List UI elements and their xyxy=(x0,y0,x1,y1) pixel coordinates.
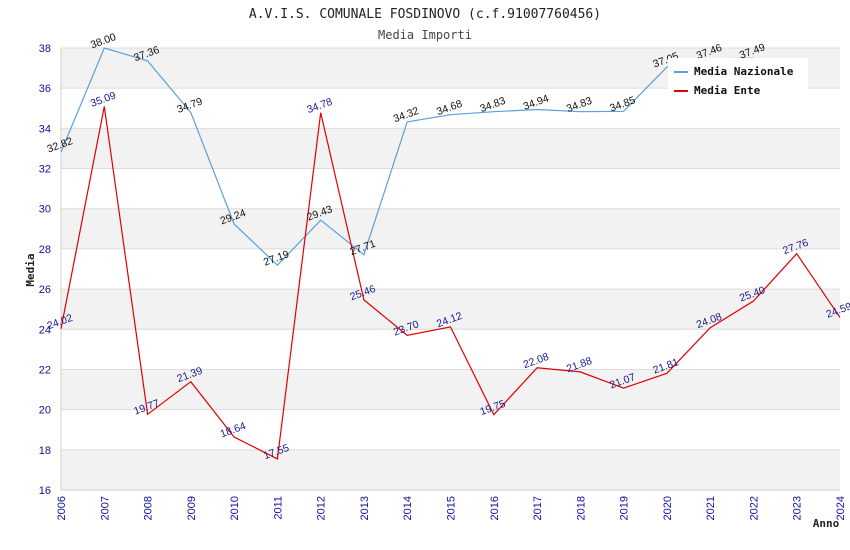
grid-band xyxy=(61,289,840,330)
x-tick-label: 2013 xyxy=(359,496,371,520)
series-line-media-nazionale xyxy=(60,47,754,267)
data-label: 35.09 xyxy=(89,89,118,109)
y-tick-label: 24 xyxy=(39,324,51,336)
grid-band xyxy=(61,449,840,490)
legend-label-media-ente: Media Ente xyxy=(694,84,761,97)
grid-band xyxy=(61,128,840,169)
y-tick-label: 28 xyxy=(39,244,51,256)
x-tick-labels: 2006 2007 2008 2009 2010 2011 2012 2013 2014 2015… xyxy=(56,496,847,520)
x-tick-label: 2024 xyxy=(835,496,847,520)
series-lines xyxy=(60,47,841,460)
x-tick-label: 2023 xyxy=(792,496,804,520)
x-tick-label: 2014 xyxy=(402,496,414,520)
axes xyxy=(60,48,840,491)
y-tick-label: 38 xyxy=(39,43,51,55)
grid-band xyxy=(61,208,840,249)
legend: Media Nazionale Media Ente xyxy=(668,58,808,102)
legend-background xyxy=(668,58,808,102)
grid-band xyxy=(61,369,840,410)
y-tick-label: 26 xyxy=(39,284,51,296)
x-tick-label: 2019 xyxy=(619,496,631,520)
y-tick-label: 22 xyxy=(39,364,51,376)
x-tick-label: 2007 xyxy=(99,496,111,520)
x-tick-label: 2006 xyxy=(56,496,68,520)
y-axis-label: Media xyxy=(24,253,37,286)
y-tick-label: 32 xyxy=(39,164,51,176)
x-tick-label: 2011 xyxy=(272,496,284,520)
data-label: 27.19 xyxy=(262,248,291,268)
y-tick-label: 20 xyxy=(39,405,51,417)
x-tick-label: 2020 xyxy=(662,496,674,520)
y-tick-label: 18 xyxy=(39,445,51,457)
y-tick-label: 34 xyxy=(39,123,51,135)
x-tick-label: 2017 xyxy=(532,496,544,520)
x-tick-label: 2010 xyxy=(229,496,241,520)
x-axis-label: Anno xyxy=(813,517,840,530)
y-tick-labels: 16 18 20 22 24 26 28 30 32 34 36 38 xyxy=(39,43,51,497)
data-label: 34.78 xyxy=(305,96,334,116)
chart-subtitle: Media Importi xyxy=(378,28,472,42)
y-tick-label: 36 xyxy=(39,83,51,95)
x-tick-label: 2016 xyxy=(489,496,501,520)
x-tick-label: 2008 xyxy=(143,496,155,520)
x-tick-label: 2021 xyxy=(705,496,717,520)
chart-title: A.V.I.S. COMUNALE FOSDINOVO (c.f.9100776… xyxy=(249,7,601,22)
data-label: 34.32 xyxy=(392,105,421,125)
x-tick-label: 2012 xyxy=(316,496,328,520)
x-tick-label: 2009 xyxy=(186,496,198,520)
x-tick-label: 2018 xyxy=(575,496,587,520)
x-tick-label: 2022 xyxy=(748,496,760,520)
series-line-media-ente xyxy=(60,106,841,460)
y-tick-label: 16 xyxy=(39,485,51,497)
y-tick-label: 30 xyxy=(39,204,51,216)
legend-label-media-nazionale: Media Nazionale xyxy=(694,65,794,78)
x-tick-label: 2015 xyxy=(446,496,458,520)
